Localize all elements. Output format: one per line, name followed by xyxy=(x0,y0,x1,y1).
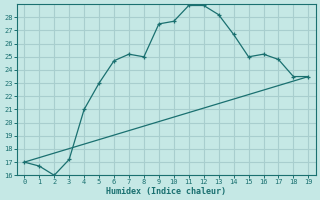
X-axis label: Humidex (Indice chaleur): Humidex (Indice chaleur) xyxy=(106,187,226,196)
